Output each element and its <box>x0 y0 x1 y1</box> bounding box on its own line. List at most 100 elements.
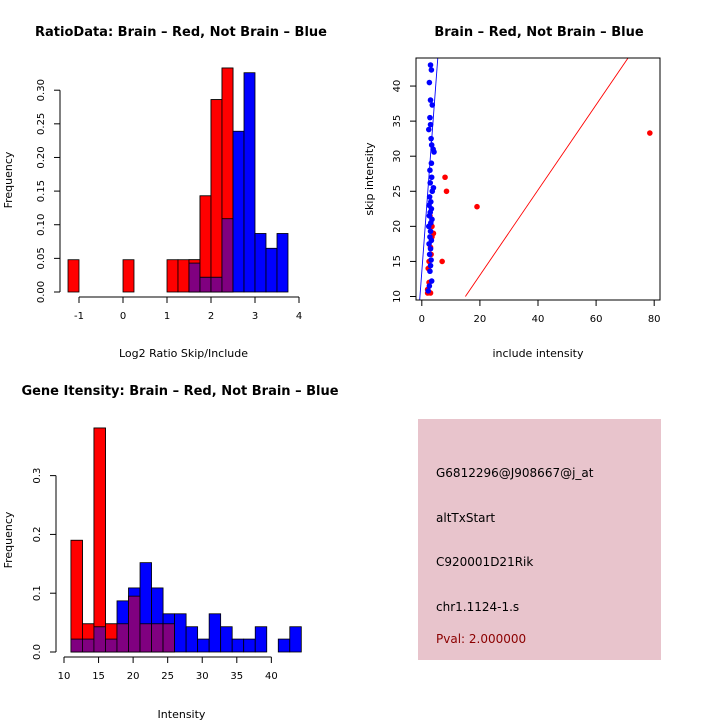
x-axis-label: Intensity <box>158 708 206 720</box>
not-brain-point <box>429 102 436 108</box>
x-tick-label: 2 <box>208 311 214 322</box>
brain-bar <box>122 259 135 293</box>
x-tick-label: 0 <box>419 314 425 325</box>
brain-point <box>647 130 653 136</box>
x-tick-label: 30 <box>196 671 209 682</box>
overlap-bar <box>82 638 95 653</box>
brain-point <box>442 174 448 181</box>
ratio-histogram: RatioData: Brain – Red, Not Brain – Blue… <box>2 25 327 360</box>
x-tick-label: 80 <box>648 314 661 325</box>
not-brain-point <box>425 126 432 133</box>
x-tick-label: 3 <box>252 311 258 322</box>
y-tick-label: 20 <box>392 220 403 233</box>
not-brain-bar <box>185 626 199 653</box>
x-tick-label: 4 <box>296 311 302 322</box>
y-tick-label: 0.0 <box>32 644 43 660</box>
not-brain-point <box>426 251 433 258</box>
overlap-bar <box>221 218 234 293</box>
intensity-scatter: Brain – Red, Not Brain – Blue 0 20 40 60 80 10… <box>363 25 661 360</box>
not-brain-point <box>427 121 434 128</box>
y-tick-label: 40 <box>392 80 403 93</box>
not-brain-point <box>425 288 432 294</box>
y-tick-label: 25 <box>392 185 403 198</box>
overlap-bar <box>105 638 118 653</box>
not-brain-bar <box>289 626 302 653</box>
chart-title: Brain – Red, Not Brain – Blue <box>434 25 643 40</box>
x-tick-label: 35 <box>230 671 243 682</box>
overlap-bar <box>188 262 201 293</box>
gene-name-label: C920001D21Rik <box>436 555 534 569</box>
not-brain-point <box>427 268 433 275</box>
overlap-bar <box>70 638 83 653</box>
brain-bar <box>177 259 190 293</box>
not-brain-point <box>428 174 435 181</box>
overlap-bar <box>151 623 164 653</box>
not-brain-point <box>427 245 434 252</box>
y-axis-label: Frequency <box>2 151 15 208</box>
overlap-bar <box>128 595 141 653</box>
x-tick-label: -1 <box>74 311 84 322</box>
not-brain-point <box>426 79 433 86</box>
brain-point <box>443 188 450 195</box>
x-tick-label: 1 <box>164 311 170 322</box>
not-brain-bar <box>276 233 289 293</box>
x-axis-label: include intensity <box>492 347 584 360</box>
chart-title: Gene Itensity: Brain – Red, Not Brain – … <box>21 384 338 399</box>
event-type-label: altTxStart <box>436 511 496 525</box>
y-tick-label: 0.30 <box>36 79 47 101</box>
not-brain-point <box>427 262 434 269</box>
y-tick-label: 0.25 <box>36 113 47 135</box>
not-brain-point <box>428 67 435 73</box>
not-brain-point <box>431 149 437 155</box>
overlap-bar <box>93 626 106 653</box>
x-tick-label: 40 <box>532 314 545 325</box>
not-brain-point <box>429 188 436 195</box>
not-brain-point <box>427 228 434 235</box>
x-axis-label: Log2 Ratio Skip/Include <box>119 347 248 360</box>
not-brain-point <box>425 223 432 230</box>
not-brain-bar <box>220 626 233 653</box>
not-brain-point <box>428 278 435 284</box>
y-tick-label: 0.1 <box>32 585 43 601</box>
y-tick-label: 0.3 <box>32 468 43 484</box>
brain-bar-top <box>188 259 201 264</box>
not-brain-point <box>426 194 433 200</box>
x-tick-label: 0 <box>120 311 126 322</box>
x-tick-label: 10 <box>58 671 71 682</box>
not-brain-bar <box>254 233 267 293</box>
y-tick-label: 0.15 <box>36 180 47 202</box>
not-brain-point <box>428 135 434 142</box>
brain-bar-top <box>82 623 95 640</box>
brain-bar <box>166 259 179 293</box>
y-tick-label: 0.05 <box>36 247 47 269</box>
brain-point <box>439 258 445 265</box>
not-brain-bar <box>243 638 256 653</box>
not-brain-point <box>427 114 433 121</box>
y-axis-label: Frequency <box>2 511 15 568</box>
brain-point <box>474 203 480 210</box>
not-brain-point <box>427 180 434 186</box>
gene-intensity-histogram: Gene Itensity: Brain – Red, Not Brain – … <box>2 384 339 720</box>
not-brain-point <box>427 167 433 174</box>
overlap-bar <box>210 276 223 293</box>
y-tick-label: 0.00 <box>36 281 47 303</box>
brain-bar-top <box>70 539 83 640</box>
x-tick-label: 25 <box>161 671 174 682</box>
brain-fit-line <box>465 58 629 297</box>
plot-frame <box>415 57 661 301</box>
brain-bar-top <box>199 195 212 278</box>
x-tick-label: 20 <box>127 671 140 682</box>
y-tick-label: 35 <box>392 115 403 128</box>
not-brain-bar <box>232 130 245 293</box>
y-axis-label: skip intensity <box>363 142 376 216</box>
plot-area <box>419 58 653 300</box>
not-brain-bar <box>254 626 268 653</box>
brain-bar-top <box>221 67 234 220</box>
not-brain-bar <box>265 247 278 293</box>
not-brain-point <box>427 97 434 103</box>
brain-bar-top <box>93 427 106 628</box>
y-tick-label: 15 <box>392 255 403 268</box>
not-brain-bar <box>208 613 222 653</box>
x-tick-label: 20 <box>474 314 487 325</box>
